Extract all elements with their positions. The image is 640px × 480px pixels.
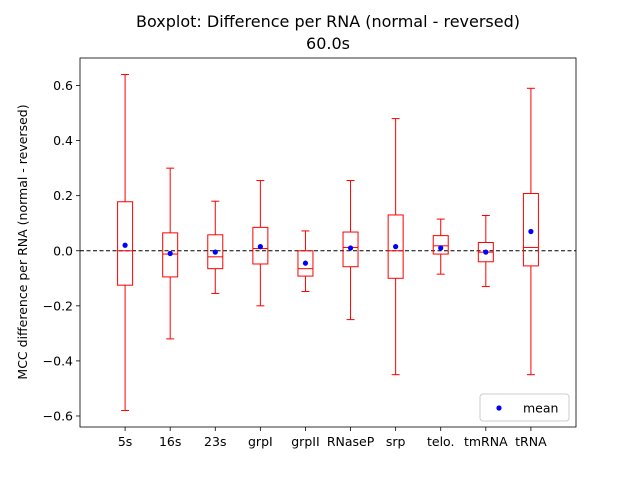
legend-mean-marker xyxy=(496,405,502,411)
plot-area: −0.6 −0.4 −0.2 0.0 0.2 0.4 0.6 5s 16s 23s grpI grpI… xyxy=(43,74,576,449)
chart-title: Boxplot: Difference per RNA (normal - re… xyxy=(136,12,520,31)
mean-marker xyxy=(528,228,534,235)
mean-marker xyxy=(212,249,218,255)
chart-subtitle: 60.0s xyxy=(306,34,350,53)
y-tick-label: −0.4 xyxy=(43,353,73,368)
box xyxy=(522,192,539,267)
y-axis-label: MCC difference per RNA (normal - reverse… xyxy=(15,104,30,379)
box xyxy=(207,234,224,270)
legend: mean xyxy=(479,393,570,422)
y-tick-label: −0.6 xyxy=(43,408,73,423)
box xyxy=(432,235,449,255)
y-tick-label: 0.6 xyxy=(53,78,73,93)
x-tick-label: grpI xyxy=(248,434,273,449)
x-tick-label: tRNA xyxy=(515,434,547,449)
box xyxy=(117,201,134,286)
mean-marker xyxy=(347,245,354,251)
legend-frame xyxy=(479,393,570,422)
x-tick-label: srp xyxy=(386,434,406,449)
y-tick-label: 0.0 xyxy=(53,243,73,258)
legend-label-mean: mean xyxy=(523,401,558,416)
mean-marker xyxy=(302,260,309,266)
mean-marker xyxy=(257,244,263,250)
mean-marker xyxy=(438,245,444,251)
mean-marker xyxy=(122,242,128,248)
axes-frame xyxy=(79,57,577,428)
y-tick-label: −0.2 xyxy=(43,298,73,313)
box xyxy=(297,250,314,277)
x-tick-label: 23s xyxy=(204,434,226,449)
box xyxy=(342,231,359,268)
x-tick-label: RNaseP xyxy=(327,434,375,449)
y-tick-label: 0.2 xyxy=(53,188,73,203)
mean-marker xyxy=(393,244,399,250)
x-tick-label: grpII xyxy=(291,434,319,449)
y-tick-label: 0.4 xyxy=(53,133,73,148)
x-tick-label: 5s xyxy=(118,434,132,449)
mean-marker xyxy=(483,249,489,255)
x-tick-label: tmRNA xyxy=(464,434,508,449)
x-tick-label: 16s xyxy=(159,434,181,449)
box xyxy=(252,226,269,265)
x-tick-label: telo. xyxy=(427,434,454,449)
mean-marker xyxy=(167,250,173,257)
box xyxy=(162,232,179,278)
box xyxy=(387,214,404,279)
